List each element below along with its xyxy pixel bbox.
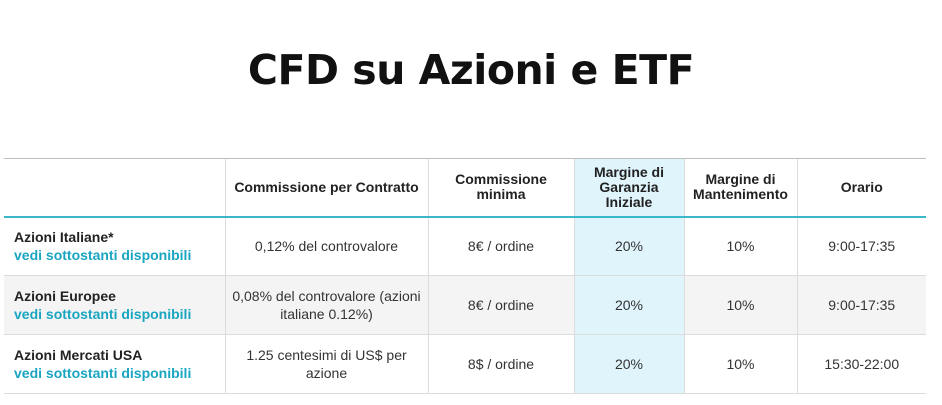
cell-orario: 9:00-17:35 — [796, 216, 926, 276]
cell-commissione: 0,08% del controvalore (azioni italiane … — [224, 275, 428, 335]
header-commissione-minima: Commissione minima — [427, 158, 574, 218]
header-orario: Orario — [796, 158, 926, 218]
cell-commissione: 0,12% del controvalore — [224, 216, 428, 276]
cell-margine-iniziale: 20% — [573, 275, 684, 335]
row-label-cell: Azioni Mercati USA vedi sottostanti disp… — [4, 334, 225, 394]
header-empty — [4, 158, 225, 218]
header-commissione: Commissione per Contratto — [224, 158, 428, 218]
cell-commissione-minima: 8€ / ordine — [427, 275, 574, 335]
vedi-sottostanti-link[interactable]: vedi sottostanti disponibili — [14, 365, 192, 381]
row-label-cell: Azioni Europee vedi sottostanti disponib… — [4, 275, 225, 335]
cell-commissione: 1.25 centesimi di US$ per azione — [224, 334, 428, 394]
row-label-cell: Azioni Italiane* vedi sottostanti dispon… — [4, 216, 225, 276]
row-name: Azioni Mercati USA — [14, 347, 143, 363]
table-row: Azioni Italiane* vedi sottostanti dispon… — [4, 216, 926, 276]
cell-margine-mantenimento: 10% — [683, 216, 797, 276]
page-title: CFD su Azioni e ETF — [247, 46, 695, 94]
table-header-row: Commissione per Contratto Commissione mi… — [4, 158, 926, 218]
cell-commissione-minima: 8$ / ordine — [427, 334, 574, 394]
vedi-sottostanti-link[interactable]: vedi sottostanti disponibili — [14, 247, 192, 264]
cell-orario: 9:00-17:35 — [796, 275, 926, 335]
cell-orario: 15:30-22:00 — [796, 334, 926, 394]
row-name: Azioni Europee — [14, 288, 116, 304]
header-margine-mantenimento: Margine di Mantenimento — [683, 158, 797, 218]
cell-margine-iniziale: 20% — [573, 334, 684, 394]
header-margine-iniziale: Margine di Garanzia Iniziale — [573, 158, 684, 218]
table-row: Azioni Mercati USA vedi sottostanti disp… — [4, 334, 926, 394]
cell-margine-iniziale: 20% — [573, 216, 684, 276]
cell-margine-mantenimento: 10% — [683, 275, 797, 335]
table-row: Azioni Europee vedi sottostanti disponib… — [4, 275, 926, 335]
cfd-table: Commissione per Contratto Commissione mi… — [4, 158, 926, 394]
cell-commissione-minima: 8€ / ordine — [427, 216, 574, 276]
vedi-sottostanti-link[interactable]: vedi sottostanti disponibili — [14, 306, 192, 322]
row-name: Azioni Italiane* — [14, 229, 114, 246]
cell-margine-mantenimento: 10% — [683, 334, 797, 394]
